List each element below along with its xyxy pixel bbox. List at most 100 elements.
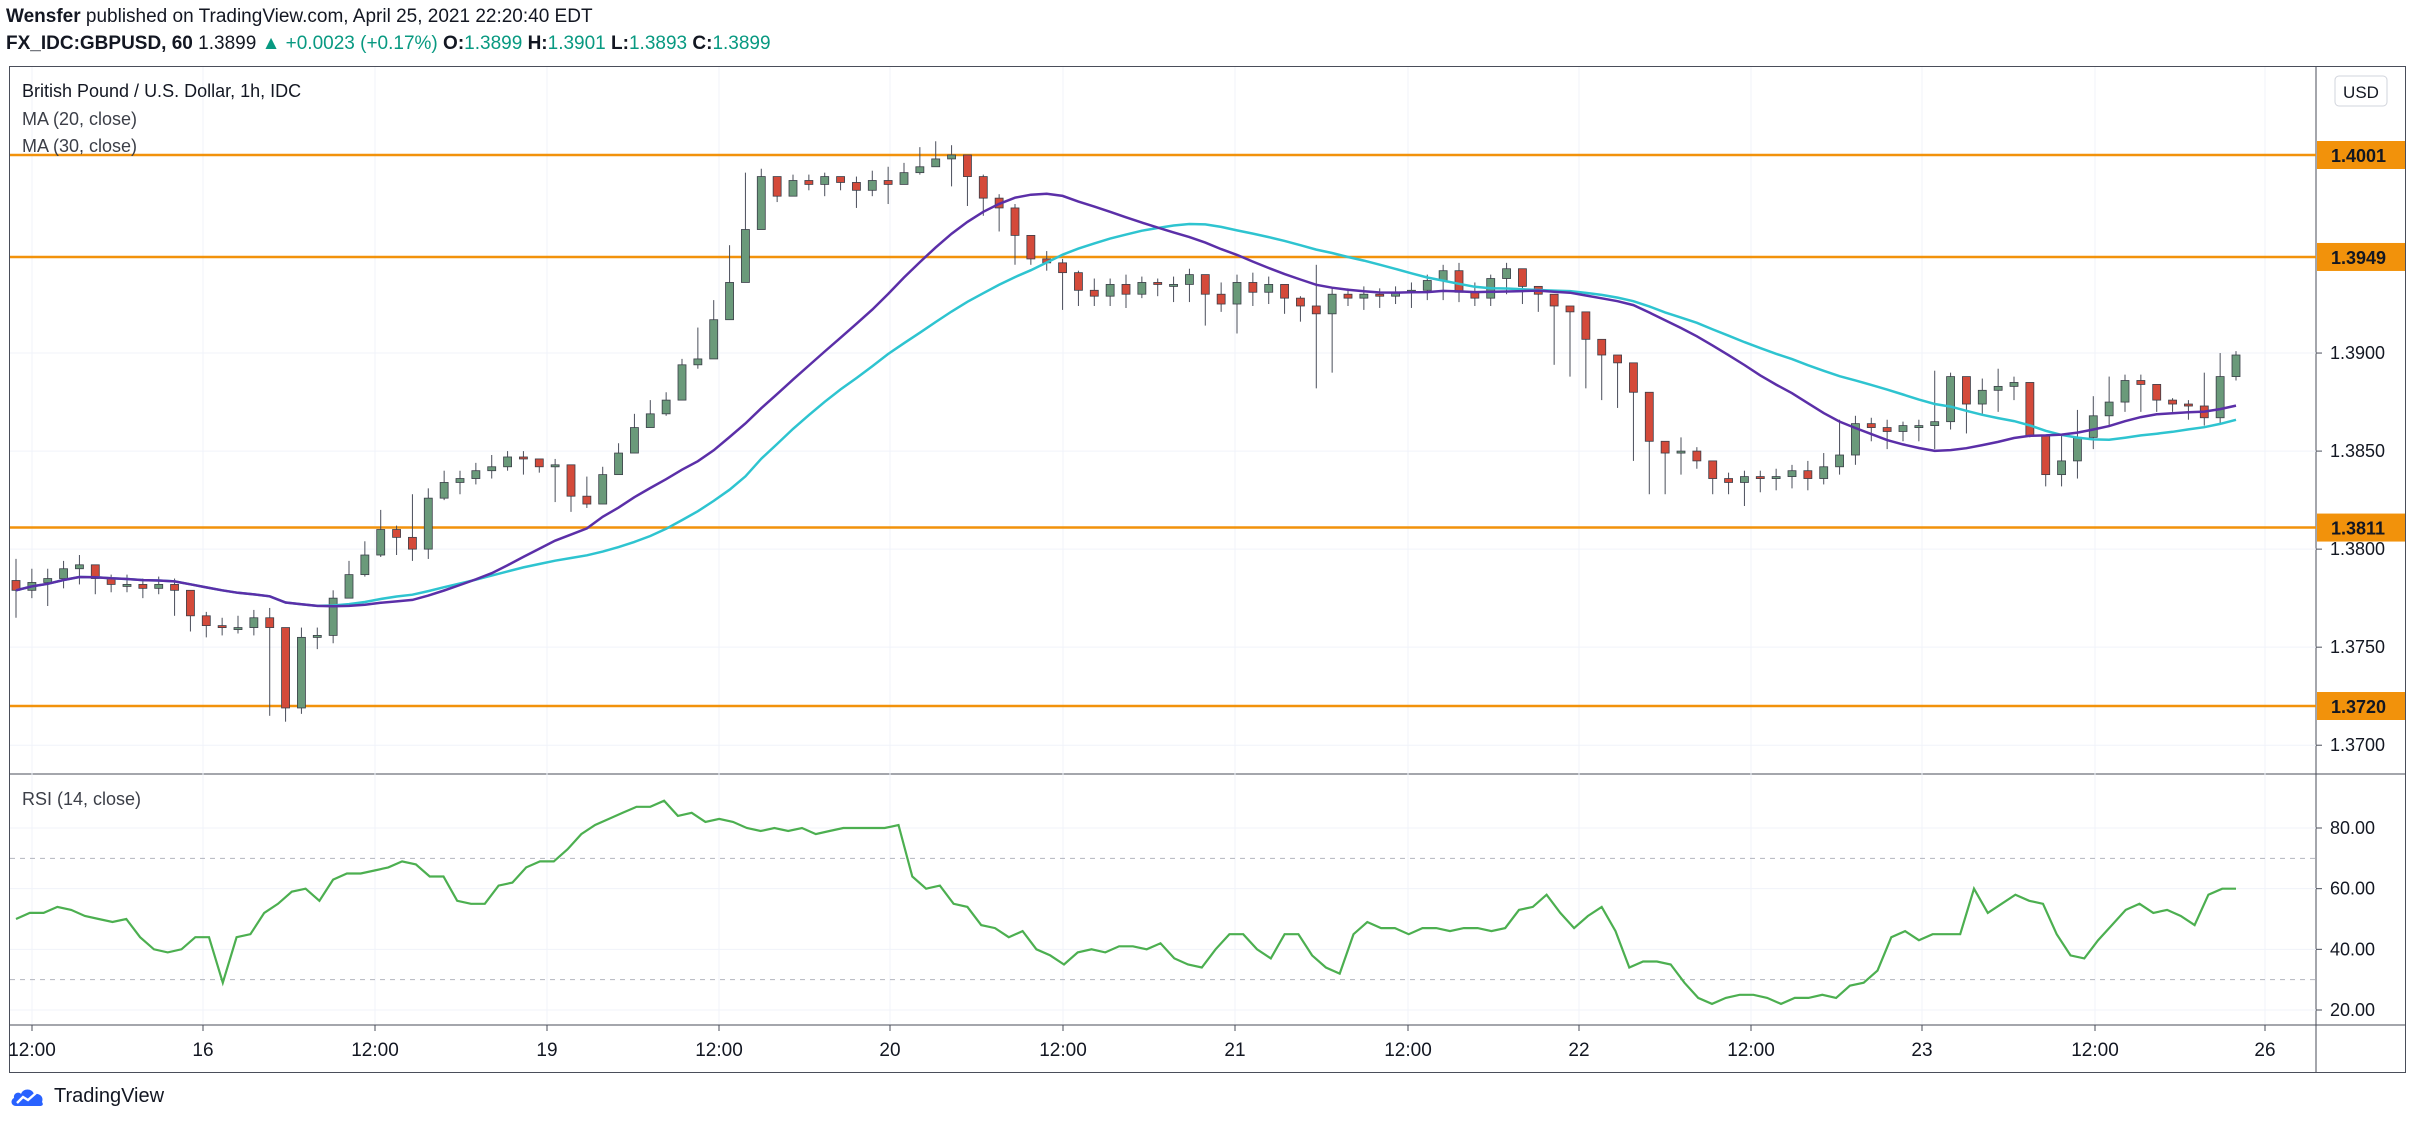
y-tick-label: 1.3700: [2330, 735, 2385, 755]
candle-body: [408, 536, 417, 550]
candle-body: [2041, 435, 2051, 476]
candle-body: [1280, 284, 1289, 299]
candle-body: [455, 478, 465, 483]
candle-body: [1153, 282, 1163, 285]
publish-info: Wensfer published on TradingView.com, Ap…: [6, 6, 593, 28]
candle-body: [741, 229, 750, 283]
candle-body: [2120, 380, 2130, 403]
candle-body: [566, 464, 576, 497]
candle-body: [1549, 293, 1559, 307]
rsi-tick-label: 80.00: [2330, 818, 2375, 838]
candle-body: [11, 580, 21, 591]
candle-body: [43, 578, 53, 583]
candle-body: [1343, 293, 1353, 299]
footer-brand[interactable]: TradingView: [10, 1085, 164, 1108]
candle-body: [1200, 274, 1210, 295]
level-label: 1.3811: [2331, 519, 2385, 539]
candle-body: [503, 456, 512, 468]
x-tick-label: 12:00: [1039, 1040, 1087, 1061]
candle-body: [614, 452, 623, 476]
candle-body: [1914, 425, 1924, 428]
level-label: 1.4001: [2331, 146, 2386, 166]
low-value: 1.3893: [628, 33, 688, 54]
currency-badge[interactable]: [2334, 75, 2388, 107]
candle-body: [519, 456, 528, 460]
candle-body: [550, 464, 560, 468]
candle-body: [1819, 466, 1829, 479]
candle-body: [1724, 478, 1733, 483]
candle-body: [1518, 268, 1527, 287]
candle-body: [1327, 293, 1337, 315]
candle-body: [122, 584, 132, 587]
x-tick-label: 22: [1568, 1040, 1589, 1061]
candle-body: [297, 636, 306, 709]
x-tick-label: 26: [2254, 1040, 2275, 1061]
candle-body: [138, 584, 148, 589]
candle-body: [1660, 440, 1670, 454]
candle-body: [1581, 311, 1591, 340]
symbol-label: FX_IDC:GBPUSD, 60: [6, 33, 193, 54]
candle-body: [756, 176, 766, 230]
x-tick-label: 12:00: [8, 1040, 56, 1061]
candle-body: [978, 176, 988, 199]
candle-body: [1216, 293, 1226, 305]
candle-body: [1105, 284, 1115, 297]
candle-body: [471, 470, 481, 479]
candle-body: [217, 625, 227, 629]
candle-body: [1248, 282, 1258, 293]
candle-body: [1121, 284, 1131, 295]
candle-body: [1835, 454, 1844, 468]
level-badge: [2317, 242, 2405, 271]
author-name[interactable]: Wensfer: [6, 6, 81, 27]
candle-body: [2136, 380, 2146, 385]
candle-body: [1613, 354, 1622, 364]
candle-body: [725, 282, 734, 321]
candle-body: [709, 319, 719, 360]
currency-label: USD: [2343, 83, 2379, 102]
rsi-tick-label: 20.00: [2330, 1000, 2375, 1020]
rsi-legend: RSI (14, close): [22, 789, 142, 809]
level-badge: [2317, 692, 2405, 720]
x-tick-label: 20: [879, 1040, 900, 1061]
candle-body: [1232, 282, 1242, 305]
candle-body: [2088, 415, 2098, 438]
published-text: published on TradingView.com, April 25, …: [85, 6, 593, 27]
candle-body: [1898, 425, 1908, 432]
candles: [11, 141, 2241, 722]
candle-body: [947, 154, 956, 160]
rsi-plot: [15, 799, 2236, 1006]
candle-body: [1993, 385, 2003, 391]
open-label: O:: [443, 33, 465, 54]
candle-body: [1946, 376, 1955, 423]
candle-body: [963, 154, 972, 177]
open-value: 1.3899: [464, 33, 523, 54]
candle-body: [1137, 282, 1147, 295]
candle-body: [2057, 460, 2066, 476]
candle-body: [1930, 421, 1940, 426]
horizontal-levels[interactable]: [10, 153, 2316, 708]
candle-body: [75, 564, 84, 570]
grid: [10, 67, 2405, 1072]
candle-body: [915, 166, 925, 174]
candle-body: [693, 358, 703, 366]
ma20-line: [15, 192, 2237, 608]
candle-body: [360, 554, 370, 576]
ma30-line: [15, 222, 2237, 608]
x-tick-label: 19: [536, 1040, 557, 1061]
y-tick-label: 1.3750: [2330, 637, 2385, 657]
rsi-tick-label: 40.00: [2330, 939, 2375, 959]
chart-frame[interactable]: [9, 66, 2406, 1073]
candle-body: [233, 627, 243, 630]
candle-body: [1676, 450, 1686, 454]
x-tick-label: 23: [1911, 1040, 1932, 1061]
candle-body: [804, 180, 814, 185]
candle-body: [265, 617, 275, 628]
candle-body: [1502, 268, 1511, 279]
candle-body: [630, 427, 639, 454]
candle-body: [249, 617, 259, 628]
candle-body: [1803, 470, 1813, 479]
y-tick-label: 1.3800: [2330, 539, 2385, 559]
level-label: 1.3720: [2331, 697, 2386, 717]
candle-body: [836, 176, 845, 183]
